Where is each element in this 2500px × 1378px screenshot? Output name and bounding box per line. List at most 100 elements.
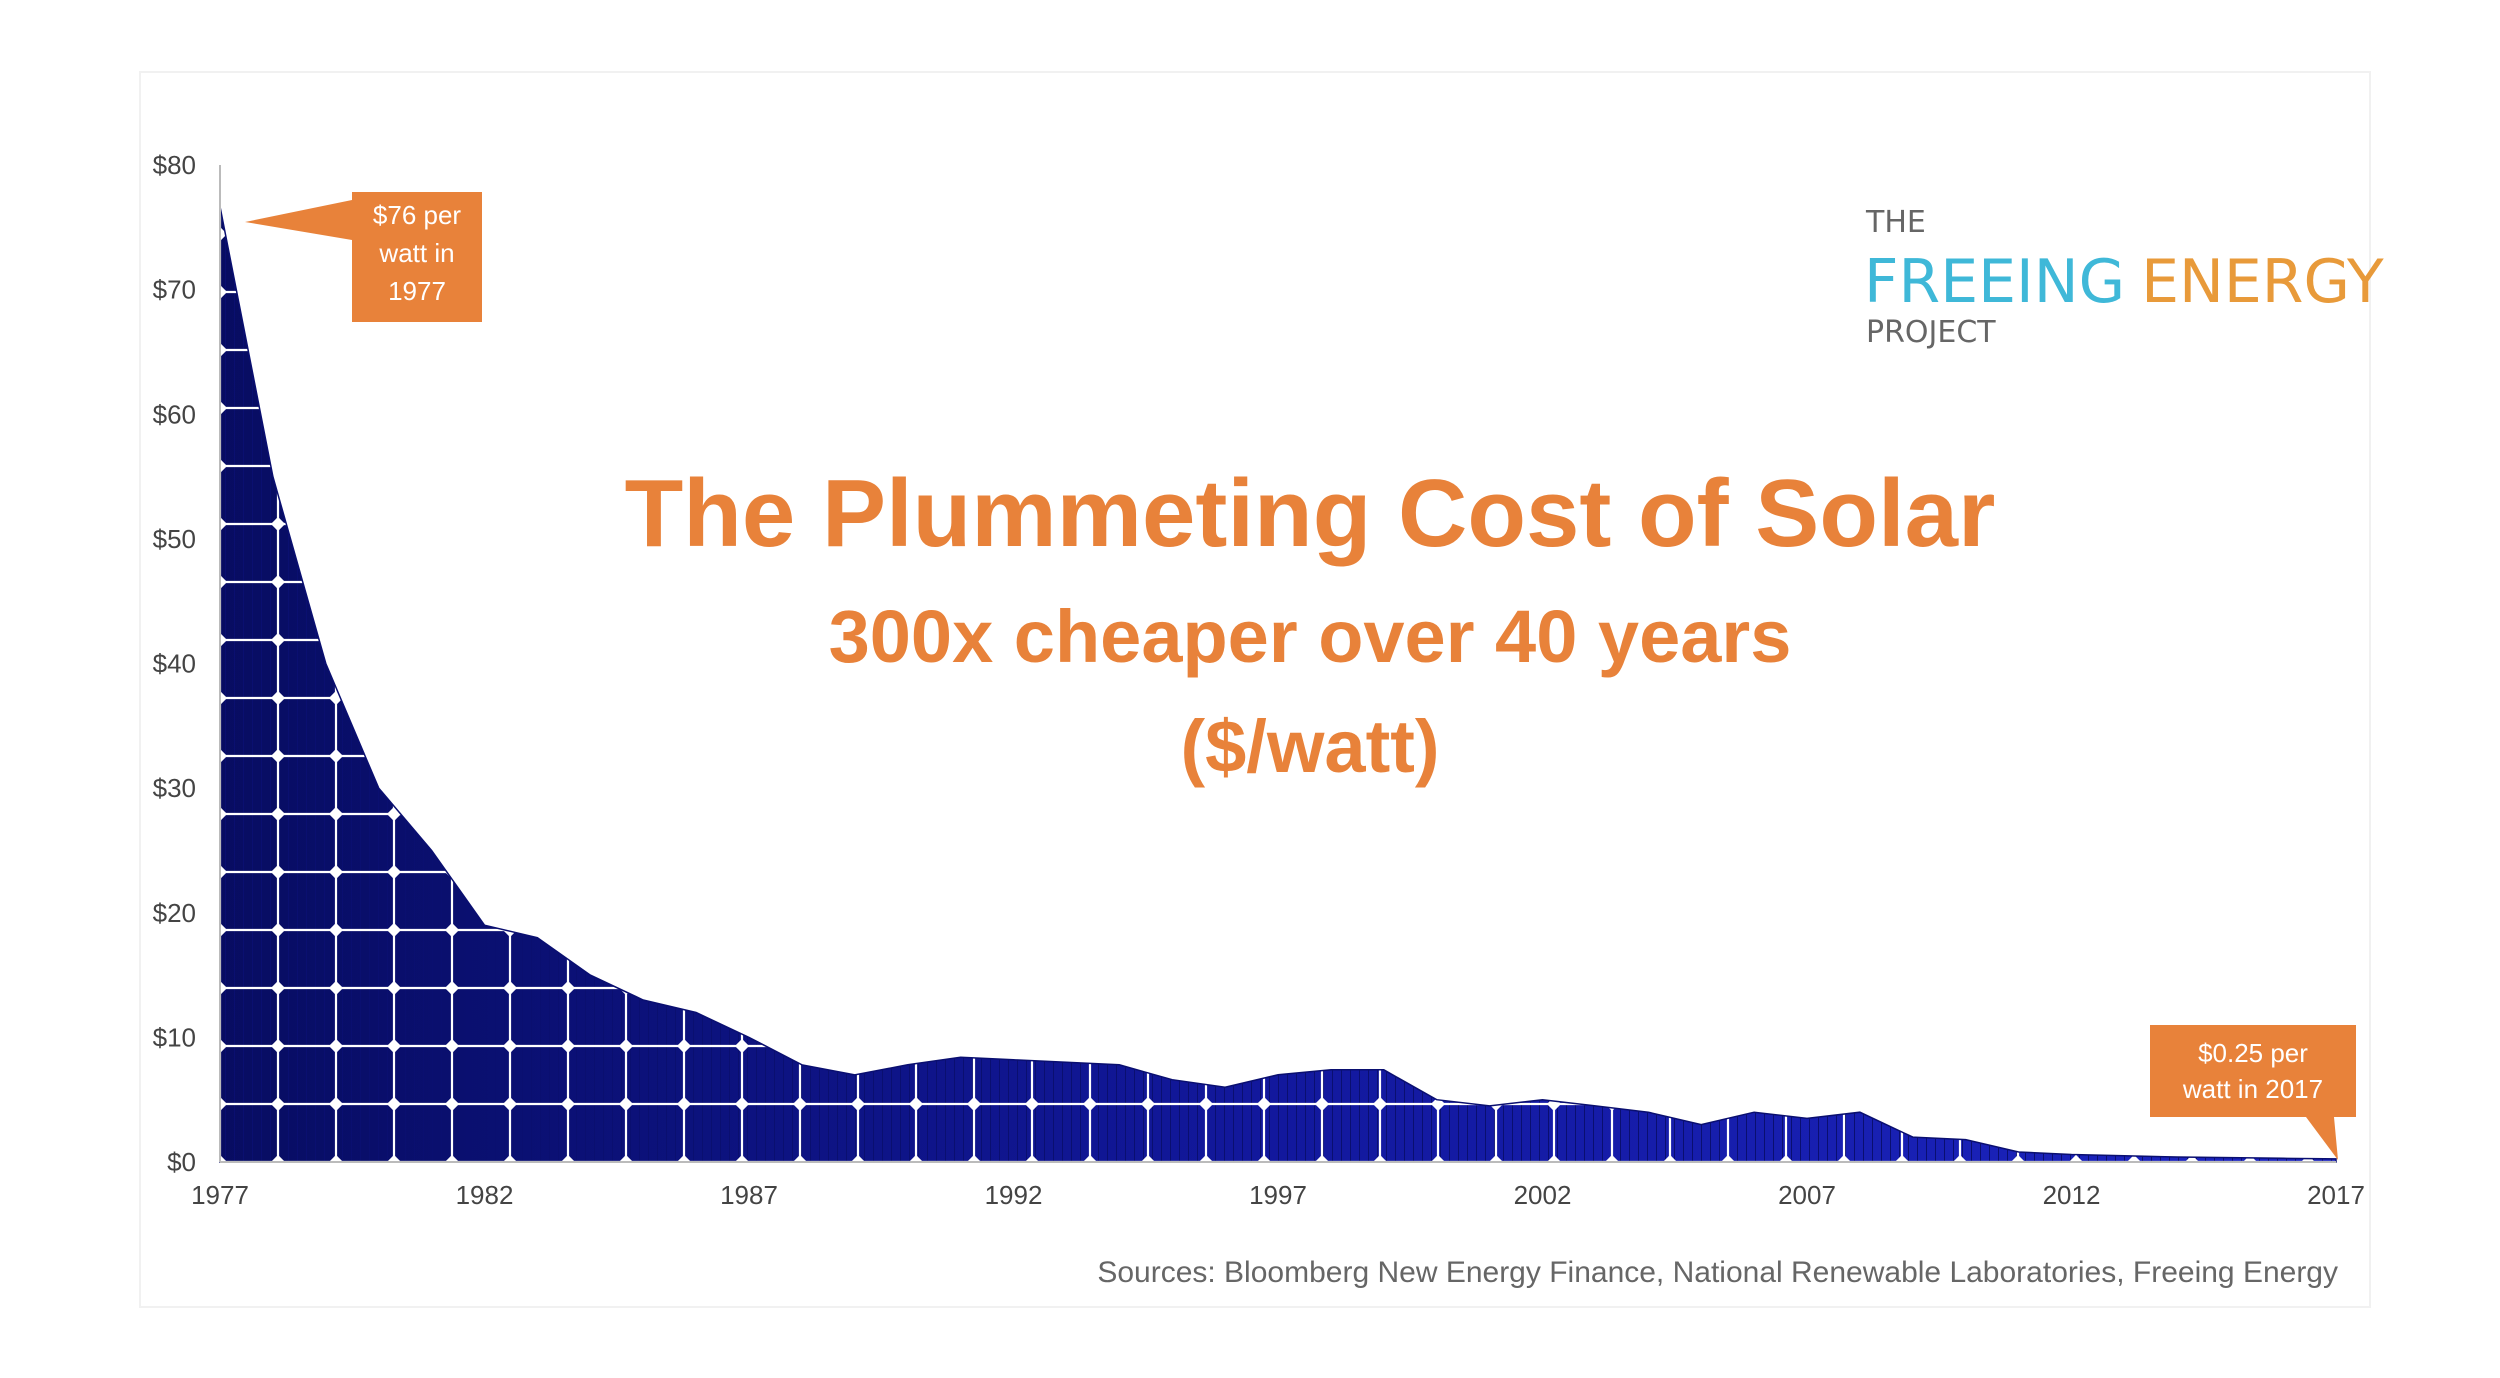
cell-corner-dot — [1372, 1154, 1388, 1162]
cell-corner-dot — [444, 980, 460, 996]
cell-corner-dot — [618, 1154, 634, 1162]
cell-corner-dot — [618, 1096, 634, 1112]
cell-corner-dot — [2010, 1154, 2026, 1162]
cell-corner-dot — [386, 922, 402, 938]
cell-corner-dot — [1198, 1096, 1214, 1112]
cell-corner-dot — [560, 980, 576, 996]
x-tick-label: 2017 — [2307, 1180, 2365, 1210]
cell-corner-dot — [1256, 1154, 1272, 1162]
cell-corner-dot — [1836, 1154, 1852, 1162]
cell-corner-dot — [220, 980, 228, 996]
cell-corner-dot — [220, 864, 228, 880]
cell-corner-dot — [386, 1096, 402, 1112]
cell-corner-dot — [1778, 1154, 1794, 1162]
cell-corner-dot — [328, 922, 344, 938]
cell-corner-dot — [328, 1038, 344, 1054]
cell-corner-dot — [270, 922, 286, 938]
cell-corner-dot — [328, 806, 344, 822]
cell-corner-dot — [676, 1154, 692, 1162]
cell-corner-dot — [1372, 1096, 1388, 1112]
callout-1977-line2: watt in — [378, 238, 454, 268]
y-tick-label: $50 — [153, 524, 196, 554]
x-tick-label: 1987 — [720, 1180, 778, 1210]
x-tick-label: 1992 — [985, 1180, 1043, 1210]
cell-corner-dot — [1198, 1154, 1214, 1162]
cell-corner-dot — [1604, 1154, 1620, 1162]
cell-corner-dot — [270, 1038, 286, 1054]
cell-corner-dot — [270, 632, 286, 648]
callout-1977: $76 per watt in 1977 — [245, 192, 482, 322]
cell-corner-dot — [734, 1038, 750, 1054]
cell-corner-dot — [220, 342, 228, 358]
cell-corner-dot — [1024, 1096, 1040, 1112]
cell-corner-dot — [676, 1096, 692, 1112]
chart-unit-label: ($/watt) — [1181, 705, 1440, 788]
logo-freeing: FREEING — [1864, 247, 2125, 317]
cell-corner-dot — [502, 1154, 518, 1162]
logo-project: PROJECT — [1866, 315, 1996, 350]
x-tick-label: 1977 — [191, 1180, 249, 1210]
cell-corner-dot — [328, 864, 344, 880]
cell-corner-dot — [220, 400, 228, 416]
cell-corner-dot — [966, 1096, 982, 1112]
cell-corner-dot — [1894, 1154, 1910, 1162]
y-tick-label: $0 — [167, 1147, 196, 1177]
callout-1977-line3: 1977 — [388, 276, 446, 306]
cell-corner-dot — [220, 806, 228, 822]
chart-subtitle: 300x cheaper over 40 years — [829, 595, 1792, 678]
x-axis-ticks: 1977 1982 1987 1992 1997 2002 2007 2012 2017 — [191, 1180, 2365, 1210]
cell-corner-dot — [386, 980, 402, 996]
cell-corner-dot — [1952, 1154, 1968, 1162]
cell-corner-dot — [1662, 1154, 1678, 1162]
cell-corner-dot — [1140, 1096, 1156, 1112]
cell-corner-dot — [444, 1154, 460, 1162]
cell-corner-dot — [270, 516, 286, 532]
cell-corner-dot — [328, 748, 344, 764]
cell-corner-dot — [220, 632, 228, 648]
callout-2017-box — [2150, 1025, 2356, 1117]
cell-corner-dot — [270, 806, 286, 822]
chart-title: The Plummeting Cost of Solar — [625, 460, 1996, 567]
cell-corner-dot — [220, 226, 228, 242]
cell-corner-dot — [328, 1096, 344, 1112]
area-outline — [219, 206, 2337, 1163]
cell-corner-dot — [734, 1096, 750, 1112]
cell-corner-dot — [1140, 1154, 1156, 1162]
logo-energy: ENERGY — [2141, 247, 2384, 317]
y-axis-ticks: $0 $10 $20 $30 $40 $50 $60 $70 $80 — [153, 150, 196, 1177]
callout-2017-line1: $0.25 per — [2198, 1038, 2308, 1068]
y-tick-label: $40 — [153, 649, 196, 679]
cell-corner-dot — [220, 1154, 228, 1162]
callout-2017-pointer — [2306, 1117, 2338, 1160]
callout-1977-box — [352, 192, 482, 322]
cell-corner-dot — [560, 1154, 576, 1162]
cell-corner-dot — [270, 1096, 286, 1112]
callout-1977-pointer — [245, 200, 352, 240]
cell-corner-dot — [1082, 1154, 1098, 1162]
cell-corner-dot — [270, 748, 286, 764]
cell-corner-dot — [1430, 1154, 1446, 1162]
cell-corner-dot — [560, 1096, 576, 1112]
cell-corner-dot — [270, 980, 286, 996]
cell-corner-dot — [792, 1154, 808, 1162]
cell-corner-dot — [220, 1038, 228, 1054]
cell-corner-dot — [1256, 1096, 1272, 1112]
x-tick-label: 1997 — [1249, 1180, 1307, 1210]
cell-corner-dot — [1720, 1154, 1736, 1162]
cell-corner-dot — [444, 922, 460, 938]
cell-corner-dot — [270, 690, 286, 706]
y-tick-label: $10 — [153, 1022, 196, 1052]
x-tick-label: 2002 — [1514, 1180, 1572, 1210]
x-tick-label: 2012 — [2043, 1180, 2101, 1210]
cell-corner-dot — [328, 980, 344, 996]
y-tick-label: $80 — [153, 150, 196, 180]
cell-corner-dot — [270, 574, 286, 590]
cell-corner-dot — [734, 1154, 750, 1162]
cell-corner-dot — [618, 1038, 634, 1054]
cell-corner-dot — [386, 864, 402, 880]
cell-corner-dot — [850, 1154, 866, 1162]
logo-the: THE — [1865, 205, 1926, 240]
cell-corner-dot — [502, 980, 518, 996]
y-tick-label: $70 — [153, 275, 196, 305]
